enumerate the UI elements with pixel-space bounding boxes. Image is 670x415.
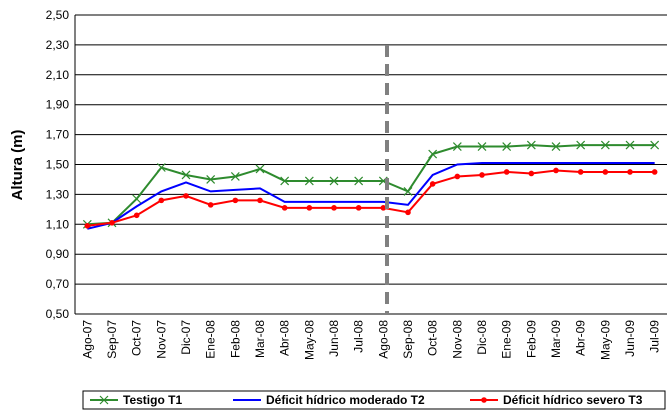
y-tick-label: 2,30 [46, 38, 70, 52]
marker [257, 197, 263, 204]
marker [255, 164, 265, 174]
marker [331, 205, 337, 211]
marker [380, 205, 387, 211]
x-tick-label: Sep-08 [401, 320, 415, 359]
x-tick-label: May-09 [598, 320, 612, 360]
y-tick-label: 1,70 [46, 128, 70, 142]
legend-label: Déficit hídrico severo T3 [503, 393, 643, 407]
y-axis-label: Altura (m) [9, 130, 26, 201]
marker [429, 181, 436, 187]
x-tick-label: Nov-07 [154, 320, 168, 359]
legend-label: Testigo T1 [123, 393, 182, 407]
marker [577, 169, 584, 175]
series-line [87, 144, 655, 226]
marker [526, 140, 536, 150]
marker [502, 142, 512, 151]
x-tick-label: Dic-07 [179, 320, 193, 355]
marker [207, 202, 214, 208]
y-tick-label: 0,50 [46, 307, 70, 321]
marker [627, 169, 633, 175]
marker [156, 163, 166, 172]
marker [132, 194, 142, 204]
marker [355, 205, 362, 211]
x-tick-label: Oct-08 [426, 320, 440, 356]
x-tick-label: Ago-07 [80, 320, 94, 359]
x-tick-label: Ago-08 [376, 320, 390, 359]
x-tick-label: Jul-08 [352, 320, 366, 353]
x-tick-label: Abr-09 [574, 320, 588, 356]
marker [306, 205, 313, 211]
marker [576, 140, 586, 150]
marker [454, 173, 461, 180]
marker [99, 395, 109, 405]
marker [206, 175, 216, 184]
marker [479, 172, 485, 178]
marker [329, 176, 339, 186]
marker [281, 205, 288, 211]
marker [625, 140, 635, 150]
y-tick-label: 0,90 [46, 247, 70, 261]
x-tick-label: Sep-07 [105, 320, 119, 359]
marker [651, 169, 658, 175]
marker [600, 140, 610, 150]
y-tick-label: 1,50 [46, 158, 70, 172]
y-tick-label: 0,70 [46, 277, 70, 291]
x-tick-label: Dic-08 [475, 320, 489, 355]
x-tick-label: Jul-09 [648, 320, 662, 353]
x-tick-label: Ene-08 [204, 320, 218, 359]
series-line [87, 162, 655, 230]
marker [158, 197, 165, 204]
marker [280, 176, 290, 186]
marker [133, 212, 140, 219]
marker [232, 197, 239, 204]
x-tick-label: Ene-09 [500, 320, 514, 359]
marker [354, 176, 364, 186]
legend [82, 390, 666, 410]
y-tick-label: 1,90 [46, 98, 70, 112]
plot-area [74, 14, 667, 315]
x-tick-label: Feb-09 [524, 320, 538, 358]
marker [551, 142, 561, 151]
x-tick-label: May-08 [302, 320, 316, 360]
marker [602, 169, 609, 175]
marker [230, 172, 240, 181]
marker [181, 170, 191, 180]
x-tick-label: Oct-07 [130, 320, 144, 356]
marker [84, 222, 91, 229]
marker [428, 149, 438, 159]
x-tick-label: Jun-09 [623, 320, 637, 357]
marker [650, 140, 660, 150]
marker [452, 142, 462, 151]
marker [405, 209, 411, 216]
legend-label: Déficit hídrico moderado T2 [266, 393, 425, 407]
marker [403, 186, 413, 196]
x-tick-label: Abr-08 [278, 320, 292, 356]
x-tick-label: Feb-08 [228, 320, 242, 358]
x-tick-label: Nov-08 [450, 320, 464, 359]
marker [109, 220, 115, 226]
marker [481, 397, 487, 403]
x-tick-label: Mar-09 [549, 320, 563, 358]
marker [183, 193, 189, 199]
x-tick-label: Jun-08 [327, 320, 341, 357]
y-tick-label: 2,10 [46, 68, 70, 82]
marker [553, 167, 559, 174]
marker [304, 176, 314, 186]
marker [477, 142, 487, 151]
y-tick-label: 1,30 [46, 187, 70, 201]
x-tick-label: Mar-08 [253, 320, 267, 358]
y-tick-label: 1,10 [46, 217, 70, 231]
marker [528, 170, 535, 177]
series-line [87, 169, 655, 227]
marker [503, 169, 510, 175]
y-tick-label: 2,50 [46, 8, 70, 22]
